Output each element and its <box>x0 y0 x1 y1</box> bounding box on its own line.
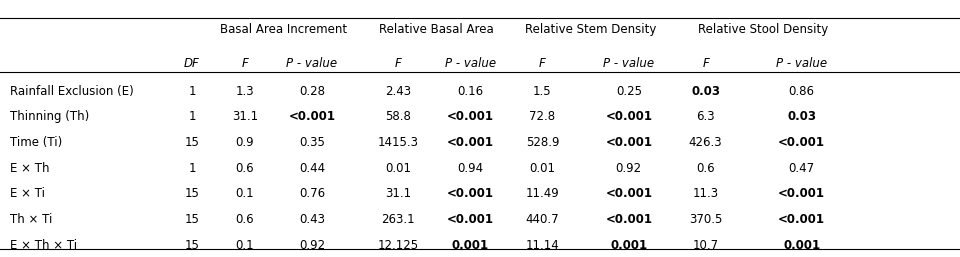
Text: E × Th: E × Th <box>10 162 49 175</box>
Text: <0.001: <0.001 <box>289 110 335 123</box>
Text: Relative Basal Area: Relative Basal Area <box>379 23 494 36</box>
Text: 0.43: 0.43 <box>299 213 325 226</box>
Text: 440.7: 440.7 <box>525 213 560 226</box>
Text: 370.5: 370.5 <box>689 213 722 226</box>
Text: <0.001: <0.001 <box>447 110 493 123</box>
Text: 0.6: 0.6 <box>235 213 254 226</box>
Text: 263.1: 263.1 <box>381 213 416 226</box>
Text: <0.001: <0.001 <box>606 187 652 200</box>
Text: 0.1: 0.1 <box>235 239 254 252</box>
Text: 11.49: 11.49 <box>525 187 560 200</box>
Text: 0.01: 0.01 <box>529 162 556 175</box>
Text: 528.9: 528.9 <box>526 136 559 149</box>
Text: Th × Ti: Th × Ti <box>10 213 52 226</box>
Text: <0.001: <0.001 <box>606 110 652 123</box>
Text: 0.6: 0.6 <box>235 162 254 175</box>
Text: 0.76: 0.76 <box>299 187 325 200</box>
Text: 0.92: 0.92 <box>615 162 642 175</box>
Text: 0.16: 0.16 <box>457 85 484 98</box>
Text: 10.7: 10.7 <box>692 239 719 252</box>
Text: F: F <box>702 57 709 70</box>
Text: 0.86: 0.86 <box>788 85 815 98</box>
Text: 0.001: 0.001 <box>452 239 489 252</box>
Text: <0.001: <0.001 <box>447 136 493 149</box>
Text: 31.1: 31.1 <box>231 110 258 123</box>
Text: 1.5: 1.5 <box>533 85 552 98</box>
Text: 0.47: 0.47 <box>788 162 815 175</box>
Text: 2.43: 2.43 <box>385 85 412 98</box>
Text: 0.9: 0.9 <box>235 136 254 149</box>
Text: 0.1: 0.1 <box>235 187 254 200</box>
Text: 0.01: 0.01 <box>385 162 412 175</box>
Text: <0.001: <0.001 <box>447 213 493 226</box>
Text: 15: 15 <box>184 239 200 252</box>
Text: Rainfall Exclusion (E): Rainfall Exclusion (E) <box>10 85 133 98</box>
Text: 0.03: 0.03 <box>691 85 720 98</box>
Text: 0.92: 0.92 <box>299 239 325 252</box>
Text: 1: 1 <box>188 162 196 175</box>
Text: P - value: P - value <box>776 57 828 70</box>
Text: 1415.3: 1415.3 <box>378 136 419 149</box>
Text: E × Th × Ti: E × Th × Ti <box>10 239 77 252</box>
Text: 0.28: 0.28 <box>299 85 325 98</box>
Text: 0.6: 0.6 <box>696 162 715 175</box>
Text: <0.001: <0.001 <box>779 187 825 200</box>
Text: 0.001: 0.001 <box>783 239 820 252</box>
Text: 72.8: 72.8 <box>529 110 556 123</box>
Text: P - value: P - value <box>444 57 496 70</box>
Text: 15: 15 <box>184 213 200 226</box>
Text: 58.8: 58.8 <box>386 110 411 123</box>
Text: <0.001: <0.001 <box>779 213 825 226</box>
Text: Thinning (Th): Thinning (Th) <box>10 110 89 123</box>
Text: F: F <box>395 57 402 70</box>
Text: 11.14: 11.14 <box>525 239 560 252</box>
Text: 15: 15 <box>184 187 200 200</box>
Text: F: F <box>241 57 249 70</box>
Text: 426.3: 426.3 <box>688 136 723 149</box>
Text: F: F <box>539 57 546 70</box>
Text: P - value: P - value <box>286 57 338 70</box>
Text: <0.001: <0.001 <box>779 136 825 149</box>
Text: 6.3: 6.3 <box>696 110 715 123</box>
Text: Relative Stool Density: Relative Stool Density <box>698 23 828 36</box>
Text: 1.3: 1.3 <box>235 85 254 98</box>
Text: <0.001: <0.001 <box>447 187 493 200</box>
Text: 0.44: 0.44 <box>299 162 325 175</box>
Text: 0.35: 0.35 <box>300 136 324 149</box>
Text: 0.94: 0.94 <box>457 162 484 175</box>
Text: 0.03: 0.03 <box>787 110 816 123</box>
Text: <0.001: <0.001 <box>606 213 652 226</box>
Text: DF: DF <box>184 57 200 70</box>
Text: 1: 1 <box>188 85 196 98</box>
Text: Relative Stem Density: Relative Stem Density <box>525 23 656 36</box>
Text: 1: 1 <box>188 110 196 123</box>
Text: Basal Area Increment: Basal Area Increment <box>220 23 347 36</box>
Text: P - value: P - value <box>603 57 655 70</box>
Text: 11.3: 11.3 <box>692 187 719 200</box>
Text: 0.001: 0.001 <box>611 239 647 252</box>
Text: 31.1: 31.1 <box>385 187 412 200</box>
Text: Time (Ti): Time (Ti) <box>10 136 61 149</box>
Text: <0.001: <0.001 <box>606 136 652 149</box>
Text: 15: 15 <box>184 136 200 149</box>
Text: 12.125: 12.125 <box>378 239 419 252</box>
Text: 0.25: 0.25 <box>615 85 642 98</box>
Text: E × Ti: E × Ti <box>10 187 44 200</box>
